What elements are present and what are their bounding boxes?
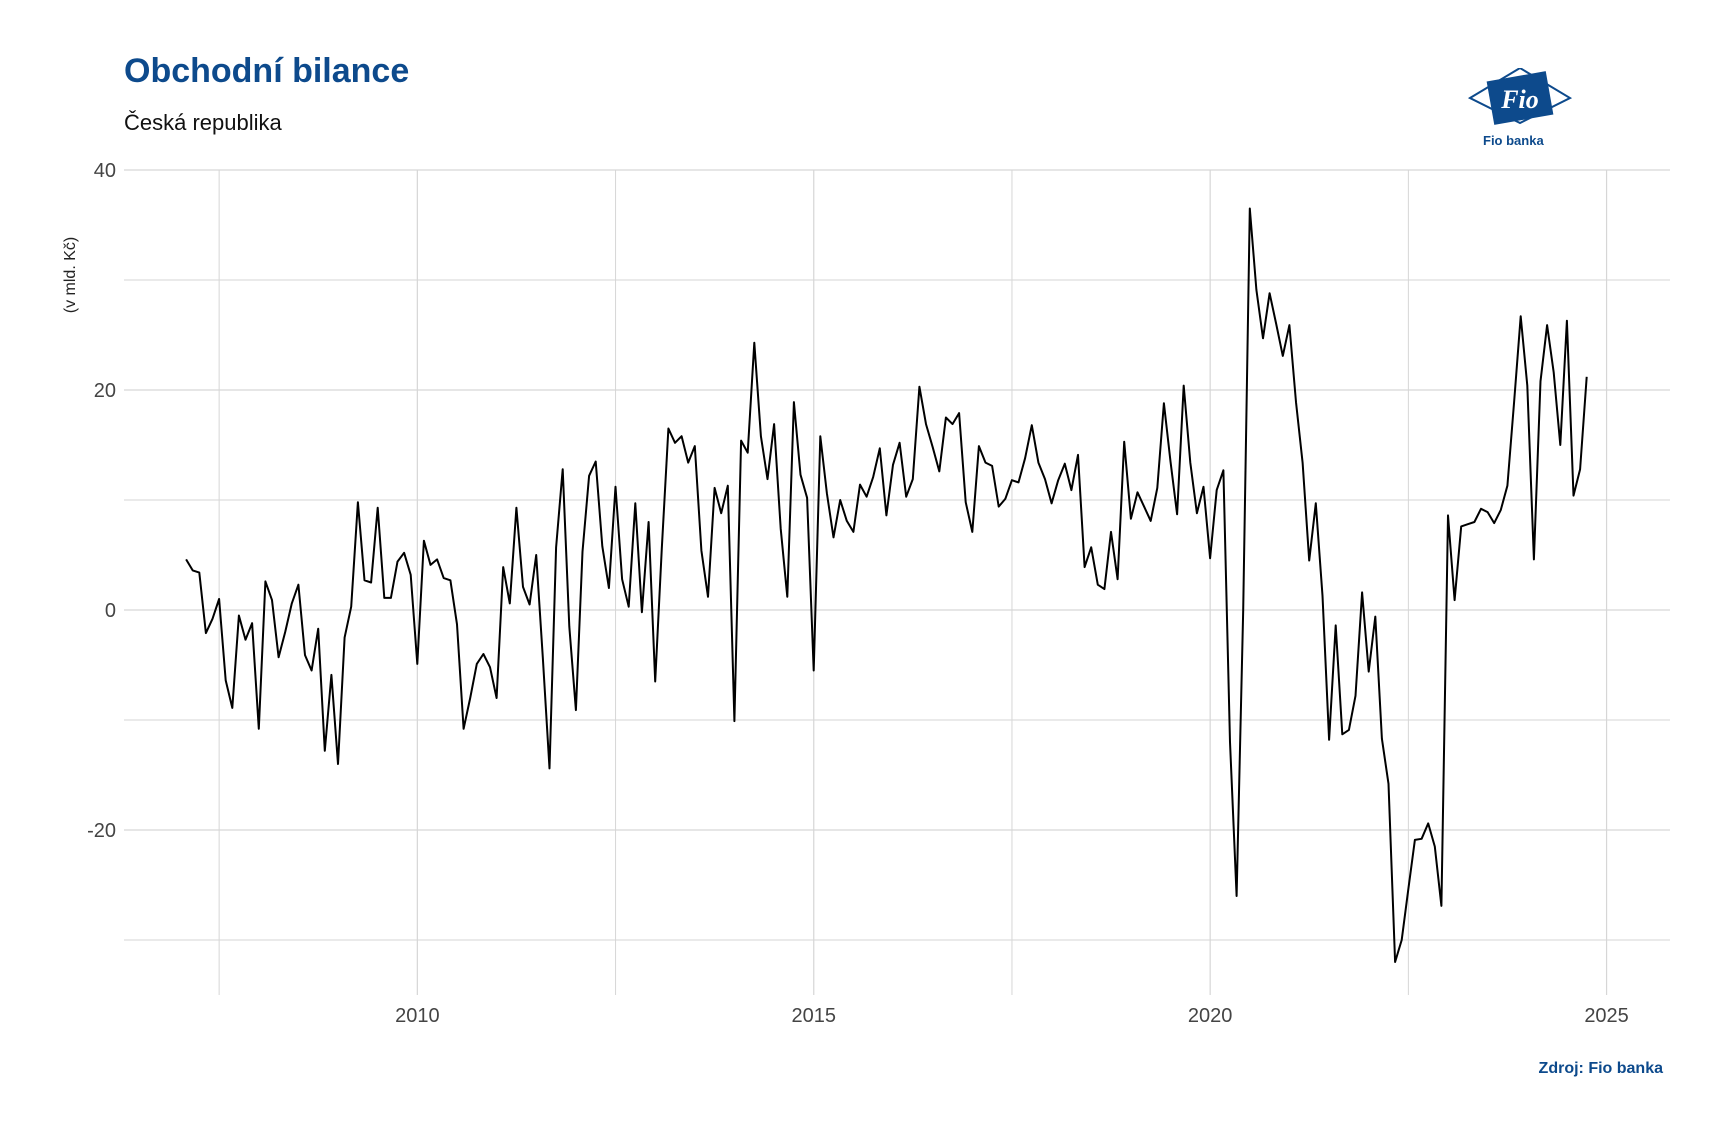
x-tick-label: 2025: [1584, 1005, 1629, 1027]
source-note: Zdroj: Fio banka: [1538, 1060, 1663, 1077]
y-tick-label: 0: [105, 600, 116, 622]
x-tick-label: 2010: [395, 1005, 440, 1027]
x-tick-label: 2015: [792, 1005, 837, 1027]
chart-subtitle: Česká republika: [124, 110, 282, 135]
series-line: [185, 207, 1588, 963]
y-tick-label: 20: [94, 380, 116, 402]
chart-title: Obchodní bilance: [124, 52, 410, 90]
y-axis-label: (v mld. Kč): [62, 237, 79, 313]
fio-logo-icon: Fio: [1467, 68, 1573, 125]
svg-text:Fio: Fio: [1500, 85, 1539, 114]
x-tick-label: 2020: [1188, 1005, 1233, 1027]
y-tick-label: 40: [94, 160, 116, 182]
y-tick-label: -20: [87, 820, 116, 842]
logo-label: Fio banka: [1483, 133, 1544, 148]
